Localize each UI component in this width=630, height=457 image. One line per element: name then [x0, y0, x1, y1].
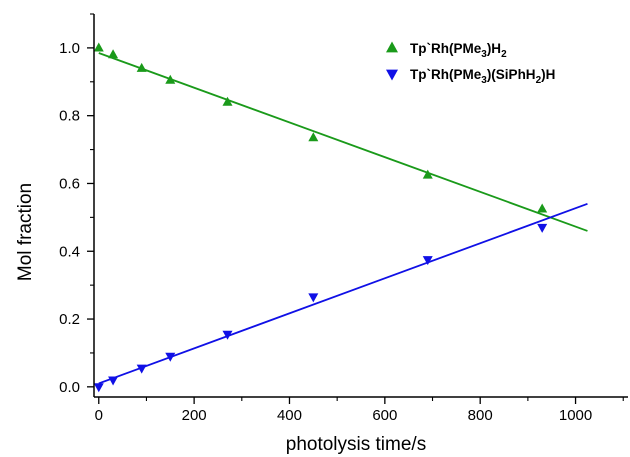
- legend-text-part: Tp`Rh(PMe: [410, 67, 482, 82]
- plot-marks: [93, 42, 588, 393]
- legend-label-series-1: Tp`Rh(PMe3)H2: [410, 41, 507, 60]
- data-point-series-2: [136, 364, 147, 374]
- legend-label-series-2: Tp`Rh(PMe3)(SiPhH2)H: [410, 67, 555, 86]
- legend-text-part: Tp`Rh(PMe: [410, 41, 482, 56]
- legend-subscript: 3: [481, 49, 487, 60]
- data-point-series-1: [165, 74, 176, 84]
- x-tick-label: 400: [277, 407, 302, 424]
- y-axis-title: Mol fraction: [15, 183, 36, 281]
- legend-marker-series-1: [386, 41, 398, 53]
- data-point-series-2: [422, 256, 433, 266]
- data-point-series-2: [537, 223, 548, 233]
- axes: 0 200 400 600 800 1000 0.0 0.2 0.4 0.6 0.8 1.0: [59, 13, 628, 424]
- data-point-series-2: [222, 330, 233, 340]
- x-tick-label: 200: [182, 407, 207, 424]
- data-point-series-1: [422, 169, 433, 179]
- data-point-series-1: [136, 62, 147, 72]
- x-axis-title: photolysis time/s: [286, 434, 426, 455]
- y-tick-label: 0.2: [59, 311, 80, 328]
- x-tick-label: 800: [468, 407, 493, 424]
- y-tick-label: 0.4: [59, 243, 80, 260]
- x-tick-label: 1000: [559, 407, 592, 424]
- data-point-series-1: [308, 132, 319, 142]
- legend-marker-series-2: [386, 69, 398, 81]
- x-tick-label: 0: [95, 407, 103, 424]
- data-point-series-1: [108, 49, 119, 59]
- y-tick-label: 1.0: [59, 40, 80, 57]
- x-tick-label: 600: [372, 407, 397, 424]
- y-tick-label: 0.0: [59, 379, 80, 396]
- data-point-series-2: [308, 293, 319, 303]
- fit-line-series-1: [98, 52, 588, 232]
- y-tick-label: 0.6: [59, 175, 80, 192]
- y-tick-label: 0.8: [59, 108, 80, 125]
- fit-line-series-2: [98, 202, 588, 385]
- data-point-series-2: [108, 376, 119, 386]
- data-point-series-2: [93, 383, 104, 393]
- legend-subscript: 2: [536, 75, 542, 86]
- legend-subscript: 3: [481, 75, 487, 86]
- legend-text-part: )(SiPhH: [487, 67, 536, 82]
- legend-subscript: 2: [501, 49, 507, 60]
- data-point-series-1: [93, 42, 104, 52]
- data-point-series-2: [165, 352, 176, 362]
- data-point-series-1: [222, 96, 233, 106]
- legend-text-part: )H: [541, 67, 555, 82]
- legend-text-part: )H: [487, 41, 501, 56]
- data-point-series-1: [537, 203, 548, 213]
